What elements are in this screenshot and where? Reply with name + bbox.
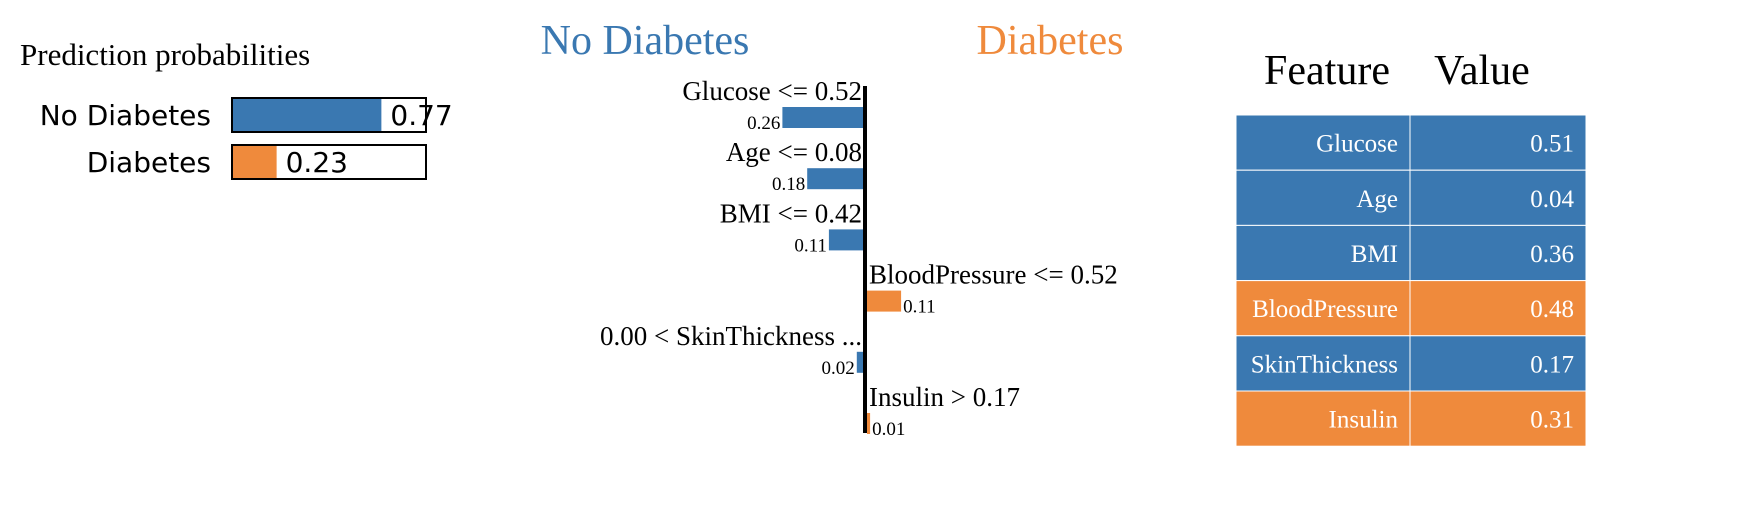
table-row-1-value-cell [1409,169,1587,226]
proba-label-no-diabetes: No Diabetes [40,99,211,132]
prediction-probabilities-panel: Prediction probabilities No Diabetes 0.77… [20,37,453,180]
table-row-5-value-cell [1409,390,1587,447]
table-row-0-feature-cell [1235,114,1411,171]
feature-1-weight-label: 0.18 [772,174,805,195]
proba-label-diabetes: Diabetes [87,146,211,179]
table-row-0-value: 0.51 [1530,131,1574,158]
table-row-3-feature-name: BloodPressure [1252,296,1398,323]
feature-column-header: Feature [1264,48,1390,94]
feature-3-weight-bar [867,290,902,312]
table-row-2-feature-name: BMI [1351,241,1398,268]
feature-value-table: Feature Value Glucose 0.51 Age 0.04 BMI 0.36 B… [1235,48,1587,447]
feature-0-weight-bar [782,107,863,128]
table-row-1-feature-cell [1235,169,1411,226]
proba-bar-frame-diabetes [231,144,427,180]
table-row-5-feature-name: Insulin [1329,407,1399,434]
feature-2-condition-label: BMI <= 0.42 [720,198,862,228]
proba-bar-diabetes [232,145,277,179]
feature-1-weight-bar [807,168,863,190]
table-row-0-value-cell [1409,114,1587,171]
table-row-4-feature-cell [1235,335,1411,392]
table-row-3-value-cell [1409,280,1587,337]
feature-1-condition-label: Age <= 0.08 [726,137,862,167]
table-row-3-value: 0.48 [1530,296,1574,323]
feature-5-weight-bar [867,413,871,434]
table-row-1-value: 0.04 [1530,186,1574,213]
table-row-4-feature-name: SkinThickness [1251,351,1398,378]
proba-bar-frame-no-diabetes [231,97,427,133]
value-column-header: Value [1434,48,1530,94]
table-row-2-value-cell [1409,224,1587,282]
prediction-probabilities-title: Prediction probabilities [20,37,310,72]
proba-value-no-diabetes: 0.77 [390,99,452,132]
feature-3-weight-label: 0.11 [903,297,936,318]
feature-3-condition-label: BloodPressure <= 0.52 [869,260,1118,290]
diabetes-class-label: Diabetes [977,18,1124,64]
feature-5-weight-label: 0.01 [872,419,905,440]
table-row-0-feature-name: Glucose [1316,131,1398,158]
feature-5-condition-label: Insulin > 0.17 [869,382,1020,412]
feature-0-weight-label: 0.26 [747,113,780,134]
table-row-2-value: 0.36 [1530,241,1574,268]
feature-4-condition-label: 0.00 < SkinThickness ... [600,321,862,351]
feature-0-condition-label: Glucose <= 0.52 [682,76,862,106]
table-row-3-feature-cell [1235,280,1411,337]
proba-value-diabetes: 0.23 [286,146,348,179]
feature-weights-panel: No Diabetes Diabetes Glucose <= 0.52 0.26… [541,18,1124,440]
feature-2-weight-bar [828,229,863,251]
no-diabetes-class-label: No Diabetes [541,18,750,64]
feature-2-weight-label: 0.11 [794,235,827,256]
feature-4-weight-label: 0.02 [822,358,855,379]
feature-4-weight-bar [856,351,863,373]
table-row-1-feature-name: Age [1356,186,1398,213]
proba-bar-no-diabetes [232,98,382,132]
table-row-5-value: 0.31 [1530,407,1574,434]
table-row-4-value: 0.17 [1530,351,1574,378]
